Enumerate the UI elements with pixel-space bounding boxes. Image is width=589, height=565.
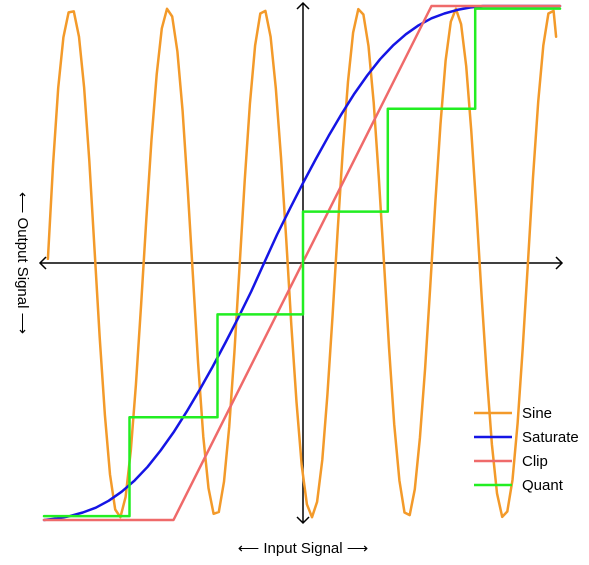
x-axis-arrow-left xyxy=(38,256,47,270)
legend-label-quant: Quant xyxy=(522,477,564,494)
x-axis-arrow-right xyxy=(555,256,564,270)
y-axis-arrow-bottom xyxy=(296,516,310,525)
labels-layer: ⟵ Input Signal ⟶ ⟵ Output Signal ⟶ xyxy=(14,192,368,557)
series-layer xyxy=(42,4,562,522)
legend-label-clip: Clip xyxy=(522,453,548,470)
y-axis-label: ⟵ Output Signal ⟶ xyxy=(14,192,31,334)
series-quant-line xyxy=(42,7,562,518)
legend: Sine Saturate Clip Quant xyxy=(474,405,579,494)
legend-label-saturate: Saturate xyxy=(522,429,579,446)
legend-label-sine: Sine xyxy=(522,405,552,422)
x-axis-label: ⟵ Input Signal ⟶ xyxy=(238,540,369,557)
y-axis-arrow-top xyxy=(296,1,310,10)
